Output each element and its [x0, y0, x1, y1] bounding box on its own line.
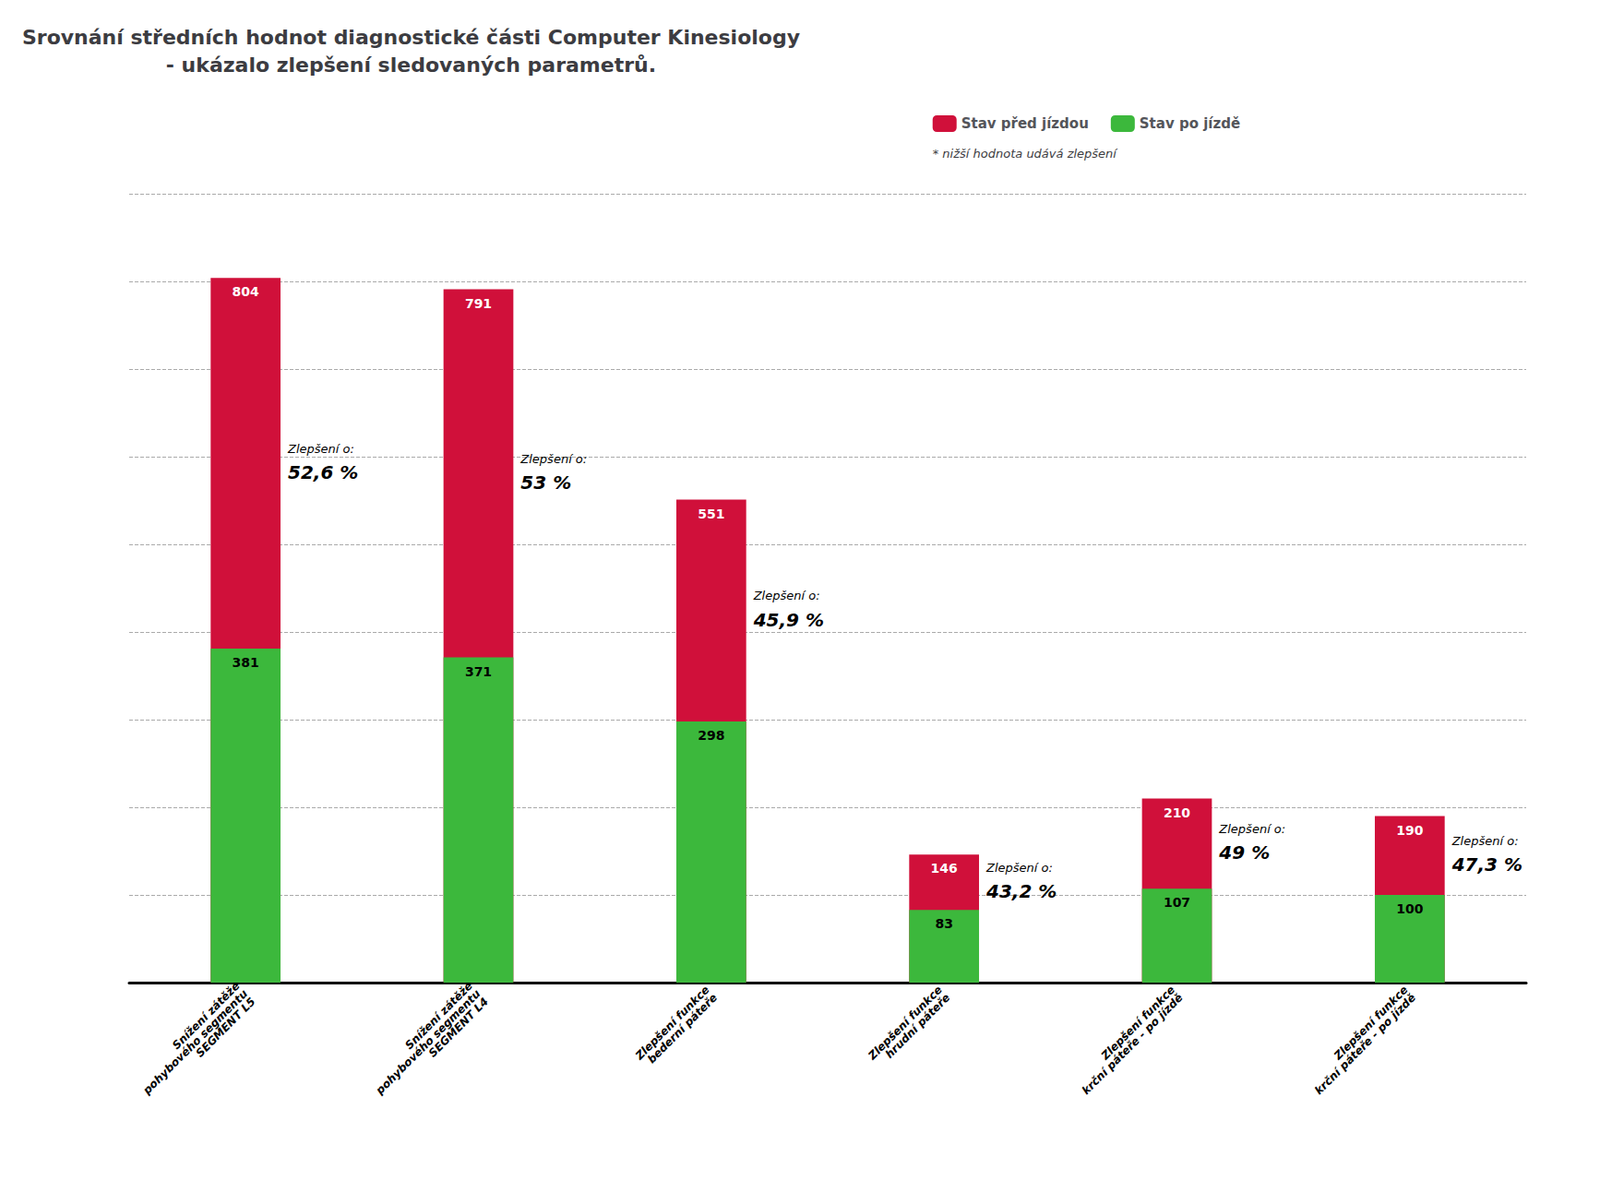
svg-text:Stav před jízdou: Stav před jízdou [961, 115, 1089, 132]
svg-text:47,3 %: 47,3 % [1451, 853, 1523, 876]
svg-text:pohybového segmentu: pohybového segmentu [140, 987, 251, 1099]
svg-text:53 %: 53 % [520, 471, 572, 494]
svg-text:100: 100 [1396, 901, 1423, 917]
svg-text:381: 381 [232, 655, 260, 670]
svg-text:SEGMENT L5: SEGMENT L5 [193, 995, 259, 1061]
svg-text:bederní páteře: bederní páteře [644, 991, 720, 1066]
svg-text:210: 210 [1163, 805, 1191, 821]
svg-text:146: 146 [931, 860, 958, 876]
svg-text:298: 298 [697, 728, 725, 743]
svg-text:49 %: 49 % [1217, 841, 1270, 864]
svg-text:791: 791 [465, 296, 492, 311]
svg-text:Snížení zátěže: Snížení zátěže [169, 979, 243, 1053]
svg-text:Zlepšení funkce: Zlepšení funkce [1330, 983, 1410, 1063]
svg-text:551: 551 [697, 506, 725, 522]
svg-text:83: 83 [934, 916, 953, 932]
svg-text:krční páteře - po jízdě: krční páteře - po jízdě [1312, 991, 1419, 1098]
svg-text:Stav po jízdě: Stav po jízdě [1139, 115, 1241, 132]
svg-text:Zlepšení o:: Zlepšení o: [1451, 834, 1519, 848]
svg-text:Zlepšení o:: Zlepšení o: [985, 860, 1053, 875]
svg-text:Zlepšení o:: Zlepšení o: [519, 452, 587, 466]
svg-text:krční páteře - po jízdě: krční páteře - po jízdě [1079, 991, 1186, 1098]
svg-text:Zlepšení funkce: Zlepšení funkce [632, 983, 712, 1063]
svg-text:* nižší hodnota udává zlepšení: * nižší hodnota udává zlepšení [932, 146, 1120, 161]
svg-text:Zlepšení funkce: Zlepšení funkce [865, 983, 945, 1063]
svg-text:804: 804 [232, 284, 260, 299]
svg-text:43,2 %: 43,2 % [985, 880, 1057, 903]
svg-text:Zlepšení funkce: Zlepšení funkce [1098, 983, 1178, 1063]
svg-text:Zlepšení o:: Zlepšení o: [286, 441, 355, 456]
svg-text:SEGMENT L4: SEGMENT L4 [426, 995, 491, 1061]
svg-text:Zlepšení o:: Zlepšení o: [1217, 822, 1286, 836]
svg-text:45,9 %: 45,9 % [752, 608, 824, 632]
svg-text:- ukázalo zlepšení sledovaných: - ukázalo zlepšení sledovaných parametrů… [166, 53, 657, 77]
svg-text:pohybového segmentu: pohybového segmentu [372, 987, 484, 1099]
svg-text:52,6 %: 52,6 % [287, 461, 359, 484]
svg-text:Zlepšení o:: Zlepšení o: [752, 588, 821, 603]
svg-text:190: 190 [1396, 823, 1423, 838]
svg-text:Snížení zátěže: Snížení zátěže [402, 979, 476, 1053]
svg-text:Srovnání středních hodnot diag: Srovnání středních hodnot diagnostické č… [22, 25, 800, 49]
svg-text:hrudní páteře: hrudní páteře [883, 991, 954, 1062]
svg-text:371: 371 [465, 664, 492, 680]
svg-text:107: 107 [1163, 895, 1191, 910]
